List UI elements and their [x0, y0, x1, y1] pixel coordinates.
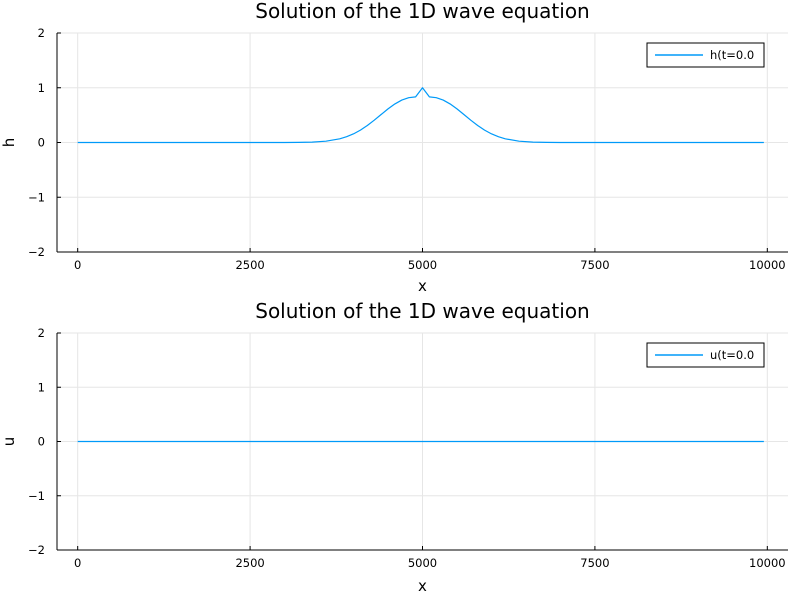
x-axis-label: x — [418, 577, 427, 595]
y-tick-label: −1 — [28, 190, 45, 204]
y-tick-label: 2 — [38, 26, 45, 40]
chart-panel-1: 0 2500 5000 7500 10000 −2 −1 0 1 2 Solution of the… — [0, 0, 788, 295]
y-tick-label: −2 — [28, 245, 45, 259]
y-tick-label: 2 — [38, 326, 45, 340]
chart-panel-2: 0 2500 5000 7500 10000 −2 −1 0 1 2 Solution of the… — [0, 299, 788, 595]
series-line-h-t-0-0 — [77, 87, 764, 144]
y-tick-label: 0 — [38, 136, 45, 150]
y-axis-label: u — [0, 437, 18, 447]
y-tick-label: 1 — [38, 380, 45, 394]
y-tick-label: −2 — [28, 543, 45, 557]
legend-label: h(t=0.0 — [710, 48, 754, 62]
y-tick-label: 1 — [38, 81, 45, 95]
x-tick-label: 2500 — [235, 556, 264, 570]
y-tick-label: 0 — [38, 435, 45, 449]
x-tick-label: 0 — [74, 556, 81, 570]
legend: u(t=0.0 — [646, 342, 765, 368]
x-tick-label: 10000 — [749, 556, 786, 570]
x-axis-label: x — [418, 277, 427, 295]
x-tick-label: 2500 — [235, 258, 264, 272]
x-tick-label: 5000 — [408, 258, 437, 272]
x-tick-label: 5000 — [408, 556, 437, 570]
chart-title: Solution of the 1D wave equation — [255, 0, 589, 23]
legend: h(t=0.0 — [646, 42, 765, 68]
y-axis-label: h — [0, 138, 18, 148]
x-tick-label: 0 — [74, 258, 81, 272]
chart-title: Solution of the 1D wave equation — [255, 299, 589, 323]
x-tick-label: 10000 — [749, 258, 786, 272]
x-tick-label: 7500 — [580, 556, 609, 570]
x-tick-label: 7500 — [580, 258, 609, 272]
y-tick-label: −1 — [28, 489, 45, 503]
legend-label: u(t=0.0 — [710, 348, 754, 362]
